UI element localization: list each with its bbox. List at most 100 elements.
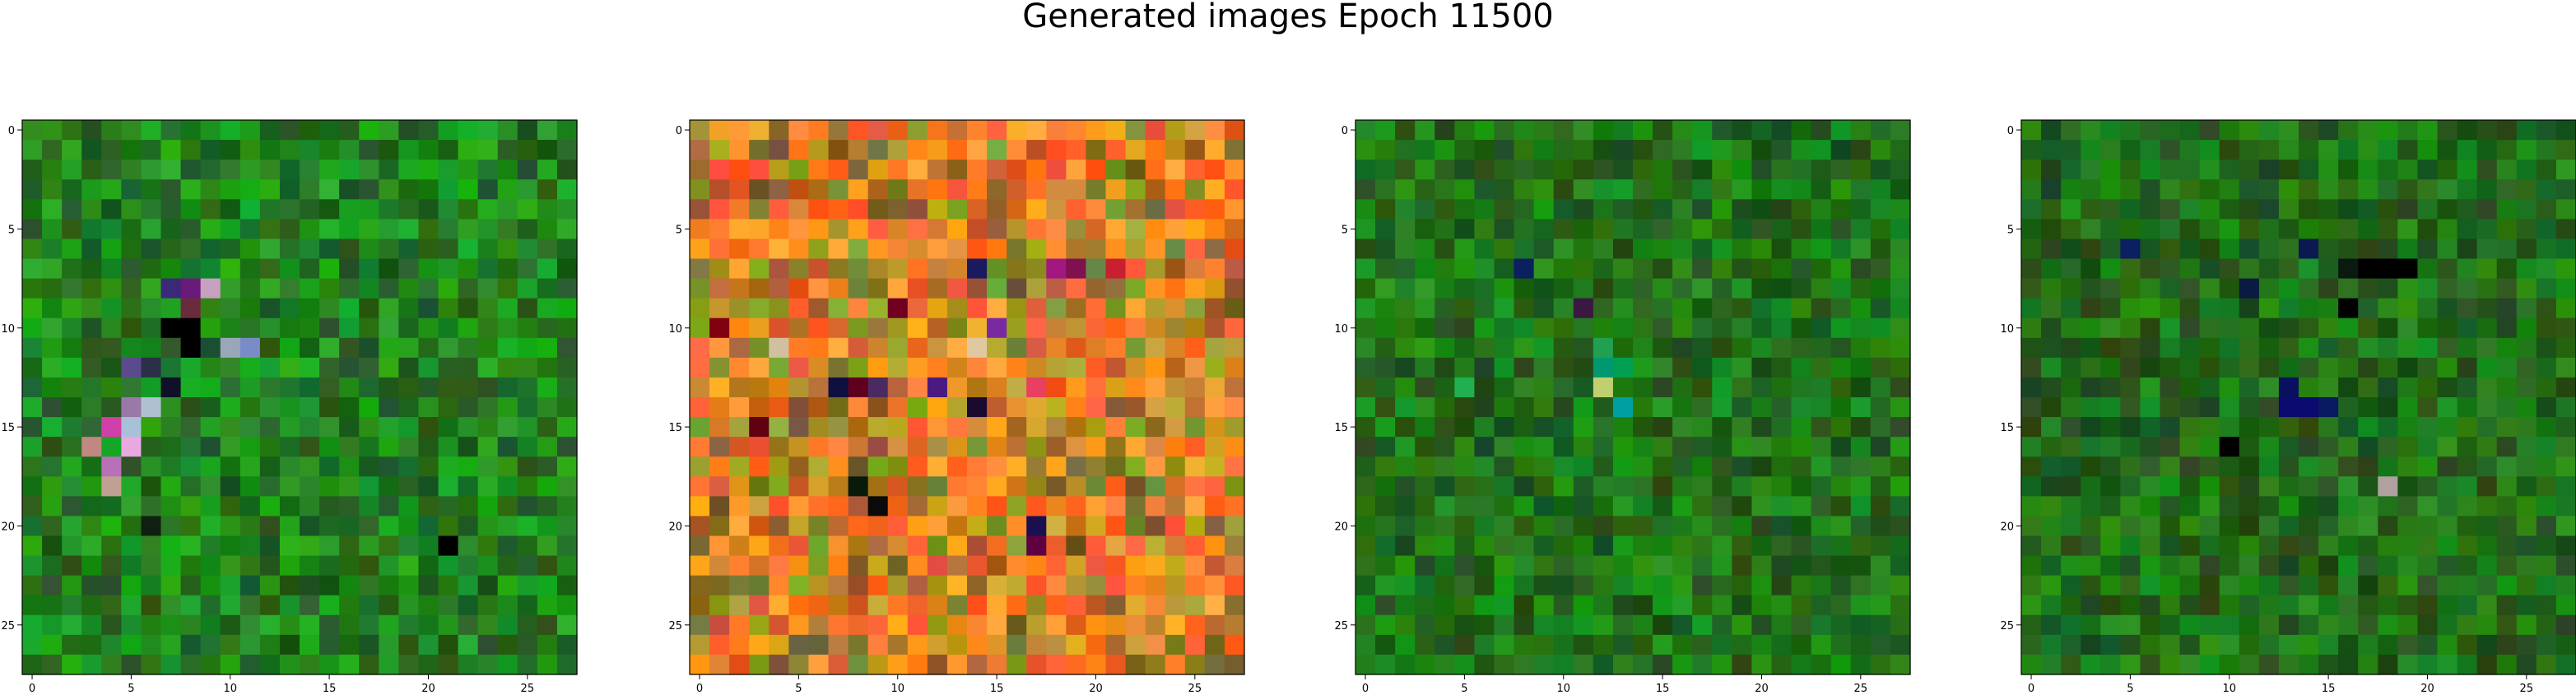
- x-tick-label: 0: [696, 683, 703, 695]
- image-pixel: [1105, 456, 1127, 477]
- image-pixel: [1514, 219, 1535, 240]
- axes-frame: [689, 119, 1245, 675]
- image-pixel: [537, 179, 558, 200]
- image-pixel: [1653, 278, 1673, 299]
- image-pixel: [946, 179, 968, 200]
- image-pixel: [2338, 298, 2359, 319]
- image-pixel: [1633, 160, 1653, 180]
- image-pixel: [927, 437, 948, 457]
- image-pixel: [1105, 239, 1127, 260]
- image-pixel: [2555, 239, 2576, 260]
- image-pixel: [1007, 377, 1027, 398]
- image-pixel: [2516, 239, 2537, 260]
- image-pixel: [121, 476, 142, 497]
- image-pixel: [927, 357, 948, 378]
- image-pixel: [1474, 437, 1495, 457]
- image-pixel: [2258, 179, 2280, 200]
- image-pixel: [160, 634, 182, 656]
- image-pixel: [1870, 140, 1891, 160]
- image-pixel: [418, 516, 439, 537]
- image-pixel: [2338, 634, 2359, 656]
- image-pixel: [1533, 437, 1555, 457]
- image-pixel: [1612, 555, 1634, 577]
- image-pixel: [1046, 298, 1067, 319]
- image-pixel: [1890, 437, 1911, 457]
- image-pixel: [1653, 575, 1673, 596]
- image-pixel: [2081, 417, 2101, 438]
- image-pixel: [1355, 179, 1376, 200]
- image-pixel: [1026, 140, 1047, 160]
- image-pixel: [2100, 437, 2121, 457]
- image-pixel: [2378, 239, 2398, 260]
- image-pixel: [2338, 516, 2359, 537]
- image-pixel: [1184, 298, 1206, 319]
- image-pixel: [537, 140, 558, 160]
- image-pixel: [239, 654, 261, 675]
- image-pixel: [1732, 298, 1753, 319]
- image-pixel: [2299, 397, 2319, 418]
- image-pixel: [497, 397, 518, 418]
- image-pixel: [1494, 575, 1515, 596]
- image-pixel: [2179, 317, 2201, 339]
- image-pixel: [517, 120, 538, 141]
- image-pixel: [279, 654, 300, 675]
- image-pixel: [398, 120, 420, 141]
- image-pixel: [2496, 120, 2518, 141]
- image-pixel: [2536, 575, 2557, 596]
- image-pixel: [1653, 595, 1673, 616]
- image-pixel: [1533, 654, 1555, 675]
- image-pixel: [458, 317, 479, 339]
- image-pixel: [2160, 140, 2181, 160]
- image-pixel: [2061, 516, 2081, 537]
- image-pixel: [477, 437, 499, 457]
- image-pixel: [239, 496, 261, 517]
- image-pixel: [808, 417, 830, 438]
- image-pixel: [1751, 417, 1773, 438]
- image-pixel: [1395, 555, 1416, 577]
- image-pixel: [828, 219, 849, 240]
- image-pixel: [2140, 337, 2161, 359]
- image-pixel: [1850, 595, 1872, 616]
- image-pixel: [1593, 397, 1614, 418]
- image-pixel: [458, 219, 479, 240]
- image-pixel: [1415, 337, 1435, 359]
- image-pixel: [1105, 654, 1127, 675]
- image-pixel: [2417, 555, 2439, 577]
- image-pixel: [537, 516, 558, 537]
- image-pixel: [239, 437, 261, 457]
- image-pixel: [1007, 219, 1027, 240]
- image-pixel: [2378, 555, 2398, 577]
- image-pixel: [848, 437, 869, 457]
- image-pixel: [438, 179, 459, 200]
- image-pixel: [2437, 120, 2458, 141]
- image-pixel: [1811, 337, 1832, 359]
- image-pixel: [2358, 258, 2378, 280]
- image-pixel: [848, 535, 869, 557]
- image-pixel: [2258, 654, 2280, 675]
- image-pixel: [2417, 417, 2439, 438]
- image-pixel: [2160, 456, 2181, 477]
- image-pixel: [1494, 199, 1515, 220]
- image-pixel: [729, 298, 750, 319]
- image-pixel: [887, 516, 909, 537]
- image-pixel: [339, 258, 360, 280]
- image-pixel: [808, 160, 830, 180]
- image-pixel: [359, 377, 379, 398]
- image-pixel: [709, 595, 730, 616]
- image-pixel: [1046, 377, 1067, 398]
- image-pixel: [2358, 377, 2378, 398]
- image-pixel: [379, 634, 399, 656]
- image-pixel: [1086, 417, 1107, 438]
- image-pixel: [2457, 337, 2478, 359]
- y-tick-label: 0: [2007, 125, 2014, 137]
- image-pixel: [2160, 516, 2181, 537]
- image-pixel: [769, 654, 789, 675]
- image-pixel: [141, 179, 162, 200]
- image-pixel: [946, 140, 968, 160]
- image-pixel: [259, 496, 281, 517]
- image-pixel: [239, 160, 261, 180]
- image-pixel: [1434, 179, 1455, 200]
- image-pixel: [1830, 278, 1852, 299]
- image-pixel: [1007, 476, 1027, 497]
- image-pixel: [1811, 120, 1832, 141]
